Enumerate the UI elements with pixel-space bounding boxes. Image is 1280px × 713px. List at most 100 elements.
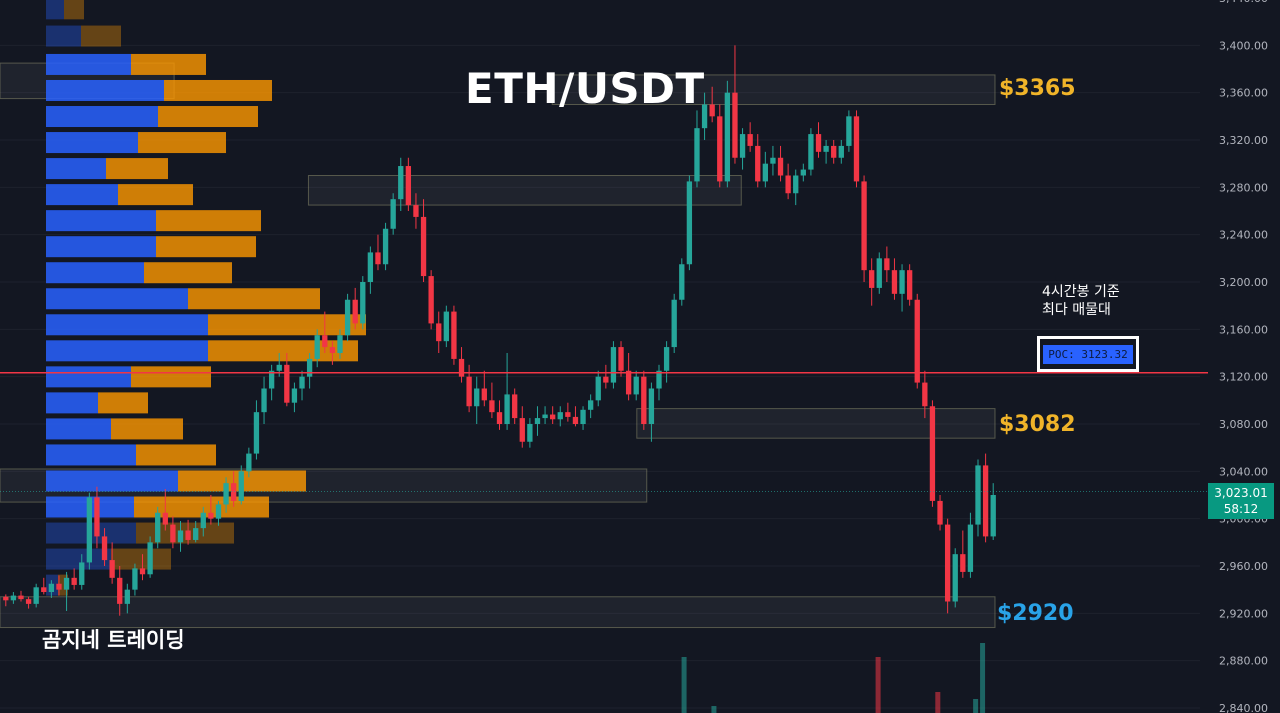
profile-buy-bar (46, 392, 98, 414)
volume-bar (875, 657, 881, 713)
profile-sell-bar (208, 340, 358, 362)
profile-sell-bar (144, 262, 232, 284)
candle (299, 370, 305, 401)
profile-buy-bar (46, 314, 208, 336)
candle (246, 447, 252, 478)
candle (952, 548, 958, 608)
profile-sell-bar (158, 106, 258, 128)
candle (717, 104, 723, 188)
volume-bar (711, 706, 717, 713)
candle (846, 110, 852, 152)
profile-sell-bar (134, 496, 269, 518)
poc-box: POC: 3123.32 (1037, 336, 1139, 372)
candle (177, 521, 184, 552)
candle (967, 512, 974, 578)
candle (785, 163, 791, 200)
profile-buy-bar (46, 470, 178, 492)
profile-sell-bar (111, 548, 171, 570)
candle (48, 580, 55, 598)
candle (777, 145, 784, 182)
candle (587, 394, 594, 419)
candle (33, 583, 39, 608)
profile-sell-bar (131, 53, 206, 75)
candle (489, 382, 495, 419)
price-tick: 2,840.00 (1219, 702, 1268, 713)
candle (876, 252, 882, 294)
candle (458, 347, 465, 383)
candle (79, 554, 85, 590)
price-tick: 3,400.00 (1219, 39, 1268, 52)
candle (747, 122, 753, 152)
poc-note: 4시간봉 기준 최다 매물대 (1042, 283, 1120, 319)
candle (329, 341, 336, 365)
candle (10, 592, 17, 604)
candle (253, 400, 260, 460)
candle (762, 151, 768, 188)
price-tick: 2,920.00 (1219, 607, 1268, 620)
price-tick: 3,360.00 (1219, 87, 1268, 100)
price-tick: 2,880.00 (1219, 655, 1268, 668)
candle (322, 311, 328, 353)
price-tick: 3,040.00 (1219, 465, 1268, 478)
profile-buy-bar (46, 25, 81, 47)
candle (481, 370, 487, 407)
candle (86, 492, 93, 570)
profile-buy-bar (46, 106, 158, 128)
candle (200, 506, 206, 537)
candle (648, 382, 655, 442)
candle (147, 536, 153, 578)
candle (884, 246, 890, 282)
profile-buy-bar (46, 340, 208, 362)
candle (352, 287, 358, 330)
profile-sell-bar (138, 132, 226, 154)
candle (580, 406, 586, 430)
support-label: $2920 (997, 601, 1074, 626)
candle (474, 376, 480, 424)
poc-note-line1: 4시간봉 기준 (1042, 284, 1120, 300)
profile-sell-bar (64, 0, 84, 20)
candle (170, 516, 176, 549)
candle (618, 341, 624, 377)
candle (162, 489, 168, 531)
candle (595, 370, 601, 407)
candle (390, 193, 396, 235)
profile-buy-bar (46, 366, 131, 388)
candle (405, 157, 412, 211)
candle (268, 364, 275, 401)
candle (679, 258, 685, 306)
candle (739, 128, 746, 170)
candle (443, 305, 449, 348)
price-tick: 3,120.00 (1219, 371, 1268, 384)
resistance-label-mid: $3082 (999, 412, 1076, 437)
price-tick: 3,080.00 (1219, 418, 1268, 431)
price-axis[interactable]: 2,840.002,880.002,920.002,960.003,000.00… (1219, 0, 1268, 713)
candle (838, 140, 844, 164)
profile-sell-bar (98, 392, 148, 414)
candle (542, 406, 548, 424)
profile-buy-bar (46, 444, 136, 466)
profile-buy-bar (46, 210, 156, 232)
candle (641, 370, 647, 430)
volume-bar (980, 643, 986, 713)
candle (193, 521, 199, 543)
profile-sell-bar (106, 158, 168, 180)
candle (861, 175, 867, 282)
profile-buy-bar (46, 288, 188, 310)
profile-buy-bar (46, 53, 131, 75)
candle (18, 590, 24, 602)
poc-note-line2: 최다 매물대 (1042, 302, 1111, 318)
current-price-tag[interactable]: 3,023.01 58:12 (1208, 483, 1274, 519)
candle (215, 500, 222, 526)
candle (56, 575, 62, 596)
candle (124, 583, 130, 614)
profile-buy-bar (46, 418, 111, 440)
candle (899, 264, 905, 312)
candle (975, 459, 981, 537)
candle (732, 45, 738, 164)
profile-sell-bar (188, 288, 320, 310)
candle (519, 406, 525, 448)
candle (344, 293, 351, 342)
candle (557, 406, 563, 427)
candle (937, 495, 943, 531)
